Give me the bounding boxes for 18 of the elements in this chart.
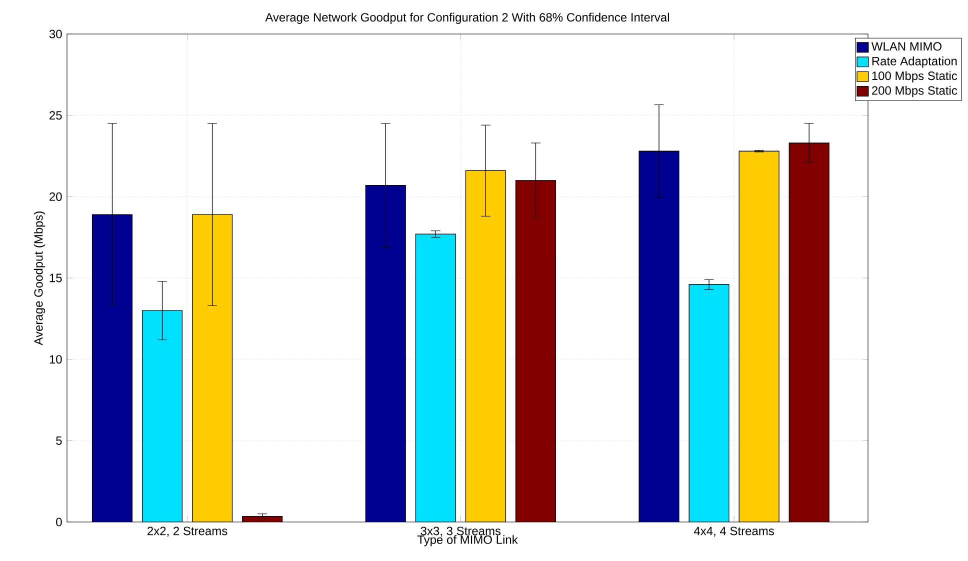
legend-label: 200 Mbps Static: [872, 86, 958, 98]
y-tick-label: 20: [50, 192, 62, 201]
x-axis-title: Type of MIMO Link: [417, 535, 518, 546]
y-tick-label: 15: [50, 274, 62, 282]
x-tick-label: 4x4, 4 Streams: [694, 526, 774, 537]
y-tick-label: 5: [56, 436, 62, 445]
y-tick-label: 30: [49, 30, 62, 38]
bar: [515, 180, 556, 522]
x-tick-label: 2x2, 2 Streams: [148, 526, 228, 537]
chart-title: Average Network Goodput for Configuration 2 With 68% Confidence Interval: [265, 12, 669, 24]
legend-label: 100 Mbps Static: [872, 71, 958, 82]
bar: [788, 142, 830, 522]
y-tick-label: 10: [50, 355, 62, 364]
legend-label: Rate Adaptation: [872, 56, 957, 68]
y-axis-title: Average Goodput (Mbps): [34, 212, 46, 346]
y-tick-label: 25: [50, 111, 62, 120]
legend-label: WLAN MIMO: [871, 42, 942, 51]
y-tick-label: 0: [56, 518, 62, 526]
